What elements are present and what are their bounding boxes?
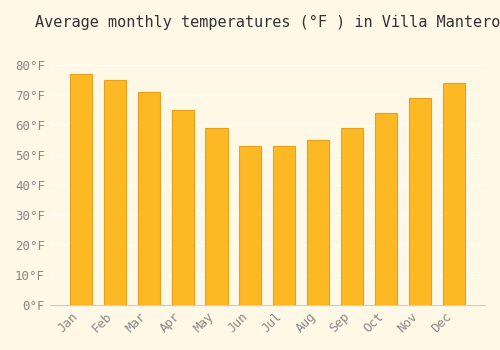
Bar — [409, 98, 432, 305]
Bar — [104, 80, 126, 305]
Title: Average monthly temperatures (°F ) in Villa Mantero: Average monthly temperatures (°F ) in Vi… — [34, 15, 500, 30]
Bar — [172, 110, 194, 305]
Bar — [240, 146, 262, 305]
Bar — [443, 83, 465, 305]
Bar — [375, 113, 398, 305]
Bar — [274, 146, 295, 305]
Bar — [206, 128, 228, 305]
Bar — [308, 140, 330, 305]
Bar — [70, 74, 92, 305]
Bar — [342, 128, 363, 305]
Bar — [138, 92, 160, 305]
